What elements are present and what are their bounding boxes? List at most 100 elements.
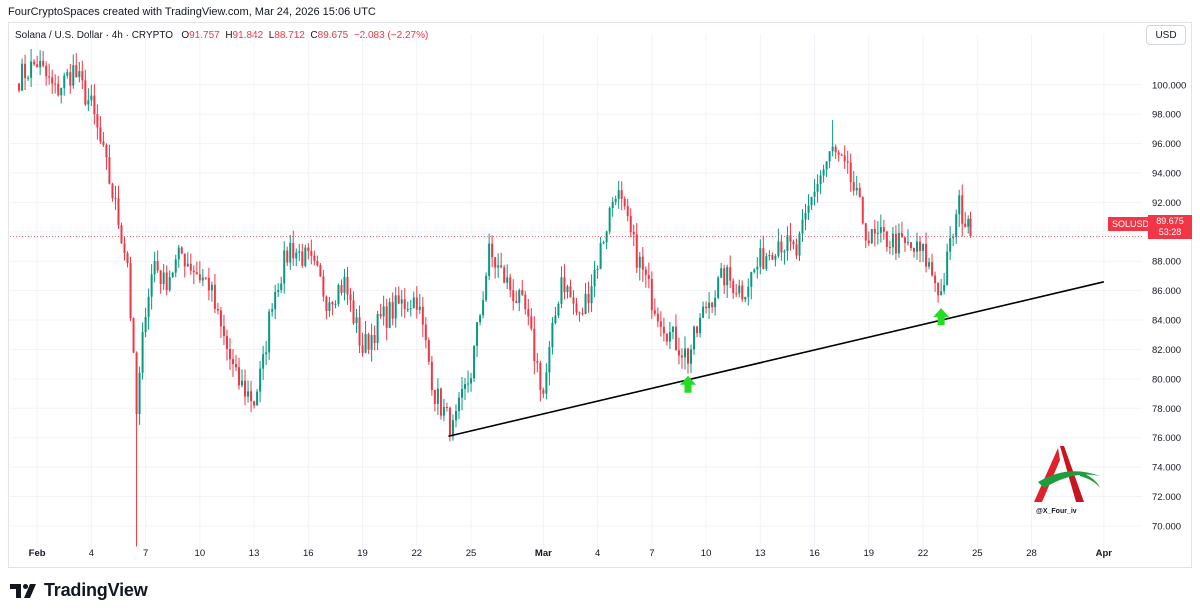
- candle-body: [461, 388, 463, 398]
- candle-body: [30, 61, 33, 78]
- candle-body: [21, 63, 24, 91]
- open-value: 91.757: [189, 30, 220, 41]
- candle-body: [897, 233, 900, 254]
- candle-body: [789, 235, 792, 242]
- candle-body: [720, 268, 723, 278]
- y-tick-label: 84.000: [1152, 316, 1181, 327]
- y-tick-label: 88.000: [1152, 257, 1181, 268]
- candle-body: [620, 190, 623, 199]
- currency-button[interactable]: USD: [1146, 25, 1186, 45]
- author-handle: @X_Four_iv: [1036, 508, 1077, 515]
- tradingview-logo-icon: [10, 583, 36, 598]
- candle-body: [524, 294, 527, 310]
- candle-body: [656, 313, 659, 322]
- x-tick-label: 25: [466, 548, 477, 559]
- candle-body: [744, 296, 747, 300]
- candle-body: [885, 231, 888, 247]
- candle-body: [593, 269, 596, 287]
- candle-body: [512, 290, 515, 302]
- y-tick-label: 80.000: [1152, 374, 1181, 385]
- candle-body: [635, 234, 638, 268]
- candle-body: [762, 248, 765, 269]
- candle-body: [542, 389, 545, 394]
- candle-body: [66, 72, 69, 76]
- x-tick-label: Apr: [1096, 548, 1113, 559]
- candle-body: [500, 265, 503, 268]
- candle-body: [165, 272, 168, 291]
- candle-body: [479, 315, 482, 323]
- candle-body: [503, 267, 506, 283]
- candle-body: [527, 309, 530, 317]
- candle-body: [536, 361, 539, 363]
- candle-body: [418, 306, 421, 310]
- candle-body: [641, 256, 644, 270]
- candle-body: [183, 253, 186, 267]
- chart-frame: [8, 22, 1192, 568]
- candle-body: [42, 60, 45, 66]
- price-tag-box: 89.675 53:28: [1148, 215, 1192, 239]
- candle-body: [891, 233, 894, 248]
- candle-body: [364, 334, 367, 353]
- candle-body: [467, 383, 470, 385]
- candle-body: [346, 276, 349, 295]
- candle-body: [711, 302, 714, 308]
- candle-body: [36, 64, 39, 68]
- candle-body: [439, 388, 442, 416]
- candle-body: [259, 368, 262, 392]
- candle-body: [644, 269, 647, 275]
- candle-body: [304, 247, 307, 266]
- x-tick-label: 10: [701, 548, 712, 559]
- candle-body: [690, 349, 693, 364]
- candle-body: [491, 243, 494, 258]
- open-label: O: [181, 30, 190, 41]
- candle-body: [928, 262, 931, 267]
- candle-body: [831, 146, 834, 152]
- candle-body: [705, 306, 708, 309]
- candle-body: [813, 191, 816, 197]
- green-up-arrow-icon: [933, 308, 950, 326]
- candle-body: [578, 312, 581, 314]
- candle-body: [84, 80, 87, 105]
- candle-body: [445, 406, 448, 408]
- candle-body: [828, 151, 831, 162]
- candle-body: [693, 326, 696, 350]
- candle-body: [198, 274, 201, 281]
- candle-body: [340, 285, 343, 293]
- candle-body: [708, 302, 711, 309]
- x-tick-label: 19: [357, 548, 368, 559]
- x-tick-label: 7: [143, 548, 148, 559]
- candle-body: [45, 65, 48, 77]
- candle-body: [726, 267, 729, 286]
- candle-body: [949, 238, 952, 252]
- candle-body: [241, 380, 244, 386]
- candle-body: [69, 72, 72, 86]
- candle-body: [370, 335, 373, 350]
- candle-body: [464, 384, 467, 389]
- candle-body: [162, 272, 165, 285]
- candle-body: [436, 388, 439, 404]
- y-tick-label: 94.000: [1152, 169, 1181, 180]
- candle-body: [265, 352, 268, 355]
- candle-body: [825, 161, 828, 170]
- candle-body: [587, 293, 590, 304]
- candle-body: [969, 218, 972, 237]
- candle-body: [33, 61, 36, 65]
- x-tick-label: 25: [972, 548, 983, 559]
- candle-body: [298, 251, 301, 253]
- candle-body: [301, 251, 304, 266]
- candle-body: [497, 265, 500, 268]
- candle-body: [834, 146, 837, 153]
- candle-body: [554, 315, 557, 323]
- candle-body: [207, 277, 210, 291]
- candle-body: [424, 324, 427, 341]
- candle-body: [560, 277, 563, 304]
- candle-body: [111, 183, 114, 199]
- candle-body: [867, 240, 870, 244]
- candle-body: [328, 302, 331, 311]
- candle-body: [123, 243, 126, 254]
- candle-body: [629, 216, 632, 232]
- x-tick-label: 13: [755, 548, 766, 559]
- candle-body: [186, 263, 189, 267]
- candle-body: [78, 71, 81, 78]
